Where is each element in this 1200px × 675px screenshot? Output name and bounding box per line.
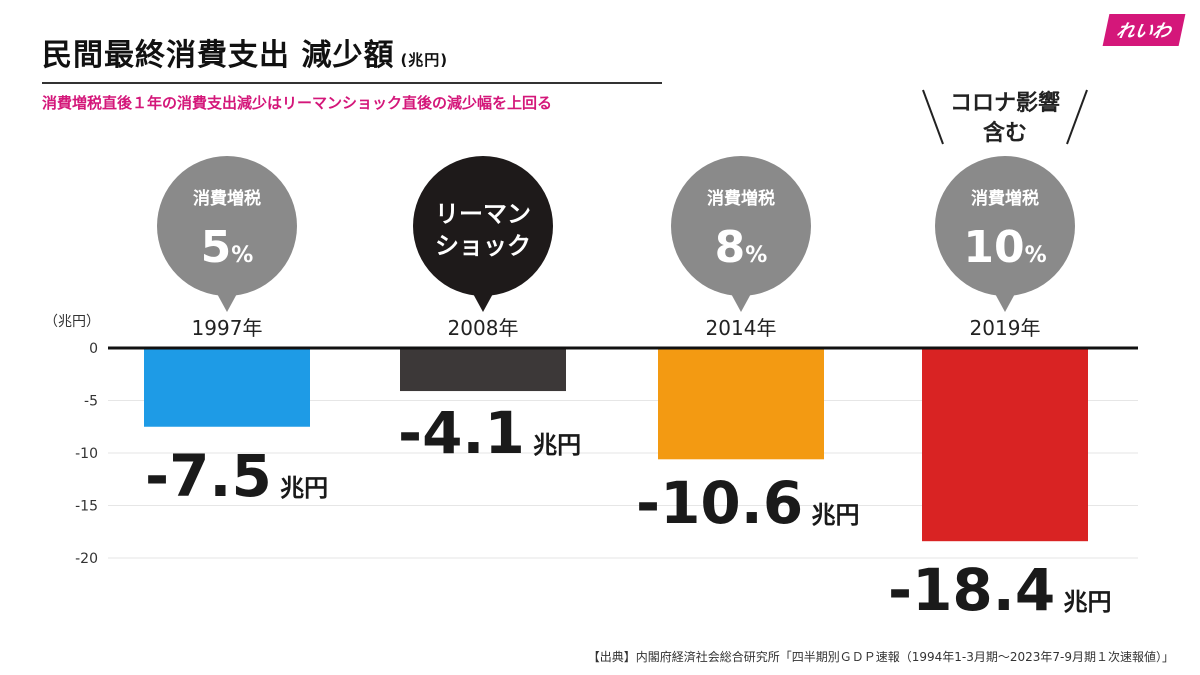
chart-subtitle: 消費増税直後１年の消費支出減少はリーマンショック直後の減少幅を上回る [42,94,553,112]
bubble-rate-value: 5 [201,222,232,273]
title-text: 民間最終消費支出 減少額 [42,38,395,73]
y-tick-label: -20 [75,551,98,567]
callout-pointer [471,290,495,312]
bubble-rate: 5% [201,222,254,273]
callout-bubble [157,156,297,296]
y-axis-label: （兆円） [44,314,100,330]
bar [922,348,1088,542]
bar [658,348,824,460]
data-label-unit: 兆円 [272,474,328,502]
chart-title: 民間最終消費支出 減少額 (兆円) [42,30,448,74]
data-label-value: -4.1 [398,399,525,467]
callout-bubble [413,156,553,296]
bubble-rate-suffix: % [745,243,767,268]
data-label-unit: 兆円 [803,501,859,529]
title-divider [42,82,662,84]
bubble-rate-value: 10 [963,222,1024,273]
annotation-line1: コロナ影響 [950,90,1060,116]
y-tick-label: 0 [89,341,98,357]
source-note: 【出典】内閣府経済社会総合研究所「四半期別ＧＤＰ速報（1994年1-3月期〜20… [587,650,1174,664]
bubble-rate-suffix: % [231,243,253,268]
bubble-rate-value: 8 [715,222,746,273]
bar [400,348,566,392]
x-tick-label: 2019年 [970,316,1041,340]
y-tick-label: -5 [84,394,98,410]
data-label: -18.4 兆円 [888,556,1112,624]
y-tick-label: -15 [75,499,98,515]
bubble-label: リーマン [435,200,531,228]
x-tick-label: 1997年 [192,316,263,340]
callout-bubble [935,156,1075,296]
bubble-label: 消費増税 [971,188,1039,209]
title-unit: (兆円) [400,51,449,69]
bubble-label: 消費増税 [193,188,261,209]
data-label-value: -18.4 [888,556,1055,624]
data-label-value: -7.5 [145,442,272,510]
data-label: -10.6 兆円 [636,469,860,537]
annotation-slash-right [1066,89,1088,145]
callout-pointer [215,290,239,312]
callout-pointer [729,290,753,312]
data-label: -4.1 兆円 [398,399,581,467]
x-tick-label: 2008年 [448,316,519,340]
bubble-label: ショック [435,232,531,260]
data-label: -7.5 兆円 [145,442,328,510]
callout-bubble [671,156,811,296]
data-label-value: -10.6 [636,469,803,537]
bubble-rate: 10% [963,222,1046,273]
annotation-line2: 含む [983,120,1027,146]
annotation-slash-left [922,89,944,145]
bar [144,348,310,427]
data-label-unit: 兆円 [1055,588,1111,616]
callout-pointer [993,290,1017,312]
y-tick-label: -10 [75,446,98,462]
bubble-rate-suffix: % [1025,243,1047,268]
x-tick-label: 2014年 [706,316,777,340]
data-label-unit: 兆円 [525,431,581,459]
bubble-rate: 8% [715,222,768,273]
bubble-label: 消費増税 [707,188,775,209]
